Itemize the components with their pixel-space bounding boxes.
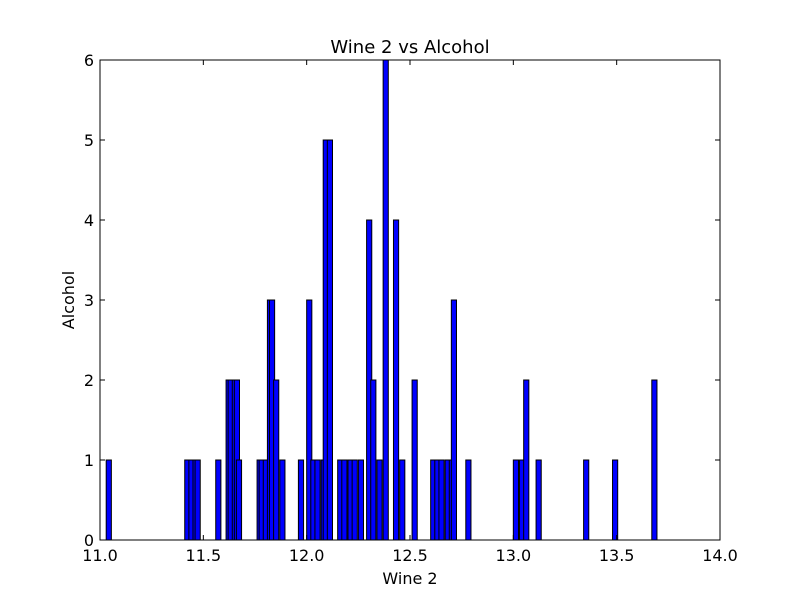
bar [411, 379, 418, 541]
y-tick-label: 4 [84, 211, 94, 230]
y-tick-label: 5 [84, 131, 94, 150]
bar [326, 139, 333, 541]
bar [523, 379, 530, 541]
y-tick-label: 3 [84, 291, 94, 310]
bar [279, 459, 286, 541]
bar [450, 299, 457, 541]
bar [194, 459, 201, 541]
bars-group [105, 59, 658, 541]
x-tick-label: 14.0 [702, 546, 738, 565]
bar [341, 459, 348, 541]
bar [105, 459, 112, 541]
bar [392, 219, 400, 541]
bar [438, 459, 445, 541]
bar [297, 459, 305, 541]
bar [357, 459, 364, 541]
bar [512, 459, 520, 541]
bar [273, 379, 280, 541]
y-tick-label: 0 [84, 531, 94, 550]
bar [612, 459, 619, 541]
x-tick-label: 12.5 [392, 546, 428, 565]
plot-frame [99, 59, 721, 541]
chart-title: Wine 2 vs Alcohol [330, 37, 489, 58]
bar [351, 459, 358, 541]
bar [314, 459, 321, 541]
bar [215, 459, 222, 541]
bar [376, 459, 383, 541]
bar [382, 59, 389, 541]
x-tick-label: 12.0 [289, 546, 325, 565]
y-tick-label: 6 [84, 51, 94, 70]
ticks-group: 11.0 11.5 12.0 12.5 13.0 13.5 14.0 0 1 2 3 4 5 6 [82, 51, 738, 565]
x-tick-label: 11.5 [186, 546, 222, 565]
x-tick-label: 13.0 [496, 546, 532, 565]
bar [399, 459, 406, 541]
y-tick-label: 1 [84, 451, 94, 470]
bar [535, 459, 542, 541]
bar [583, 459, 590, 541]
y-tick-label: 2 [84, 371, 94, 390]
x-axis-label: Wine 2 [382, 569, 437, 588]
bar [651, 379, 658, 541]
x-tick-label: 11.0 [82, 546, 118, 565]
bar [465, 459, 472, 541]
bar [235, 459, 243, 541]
y-axis-label: Alcohol [59, 271, 78, 329]
x-tick-label: 13.5 [599, 546, 635, 565]
bar [370, 379, 377, 541]
